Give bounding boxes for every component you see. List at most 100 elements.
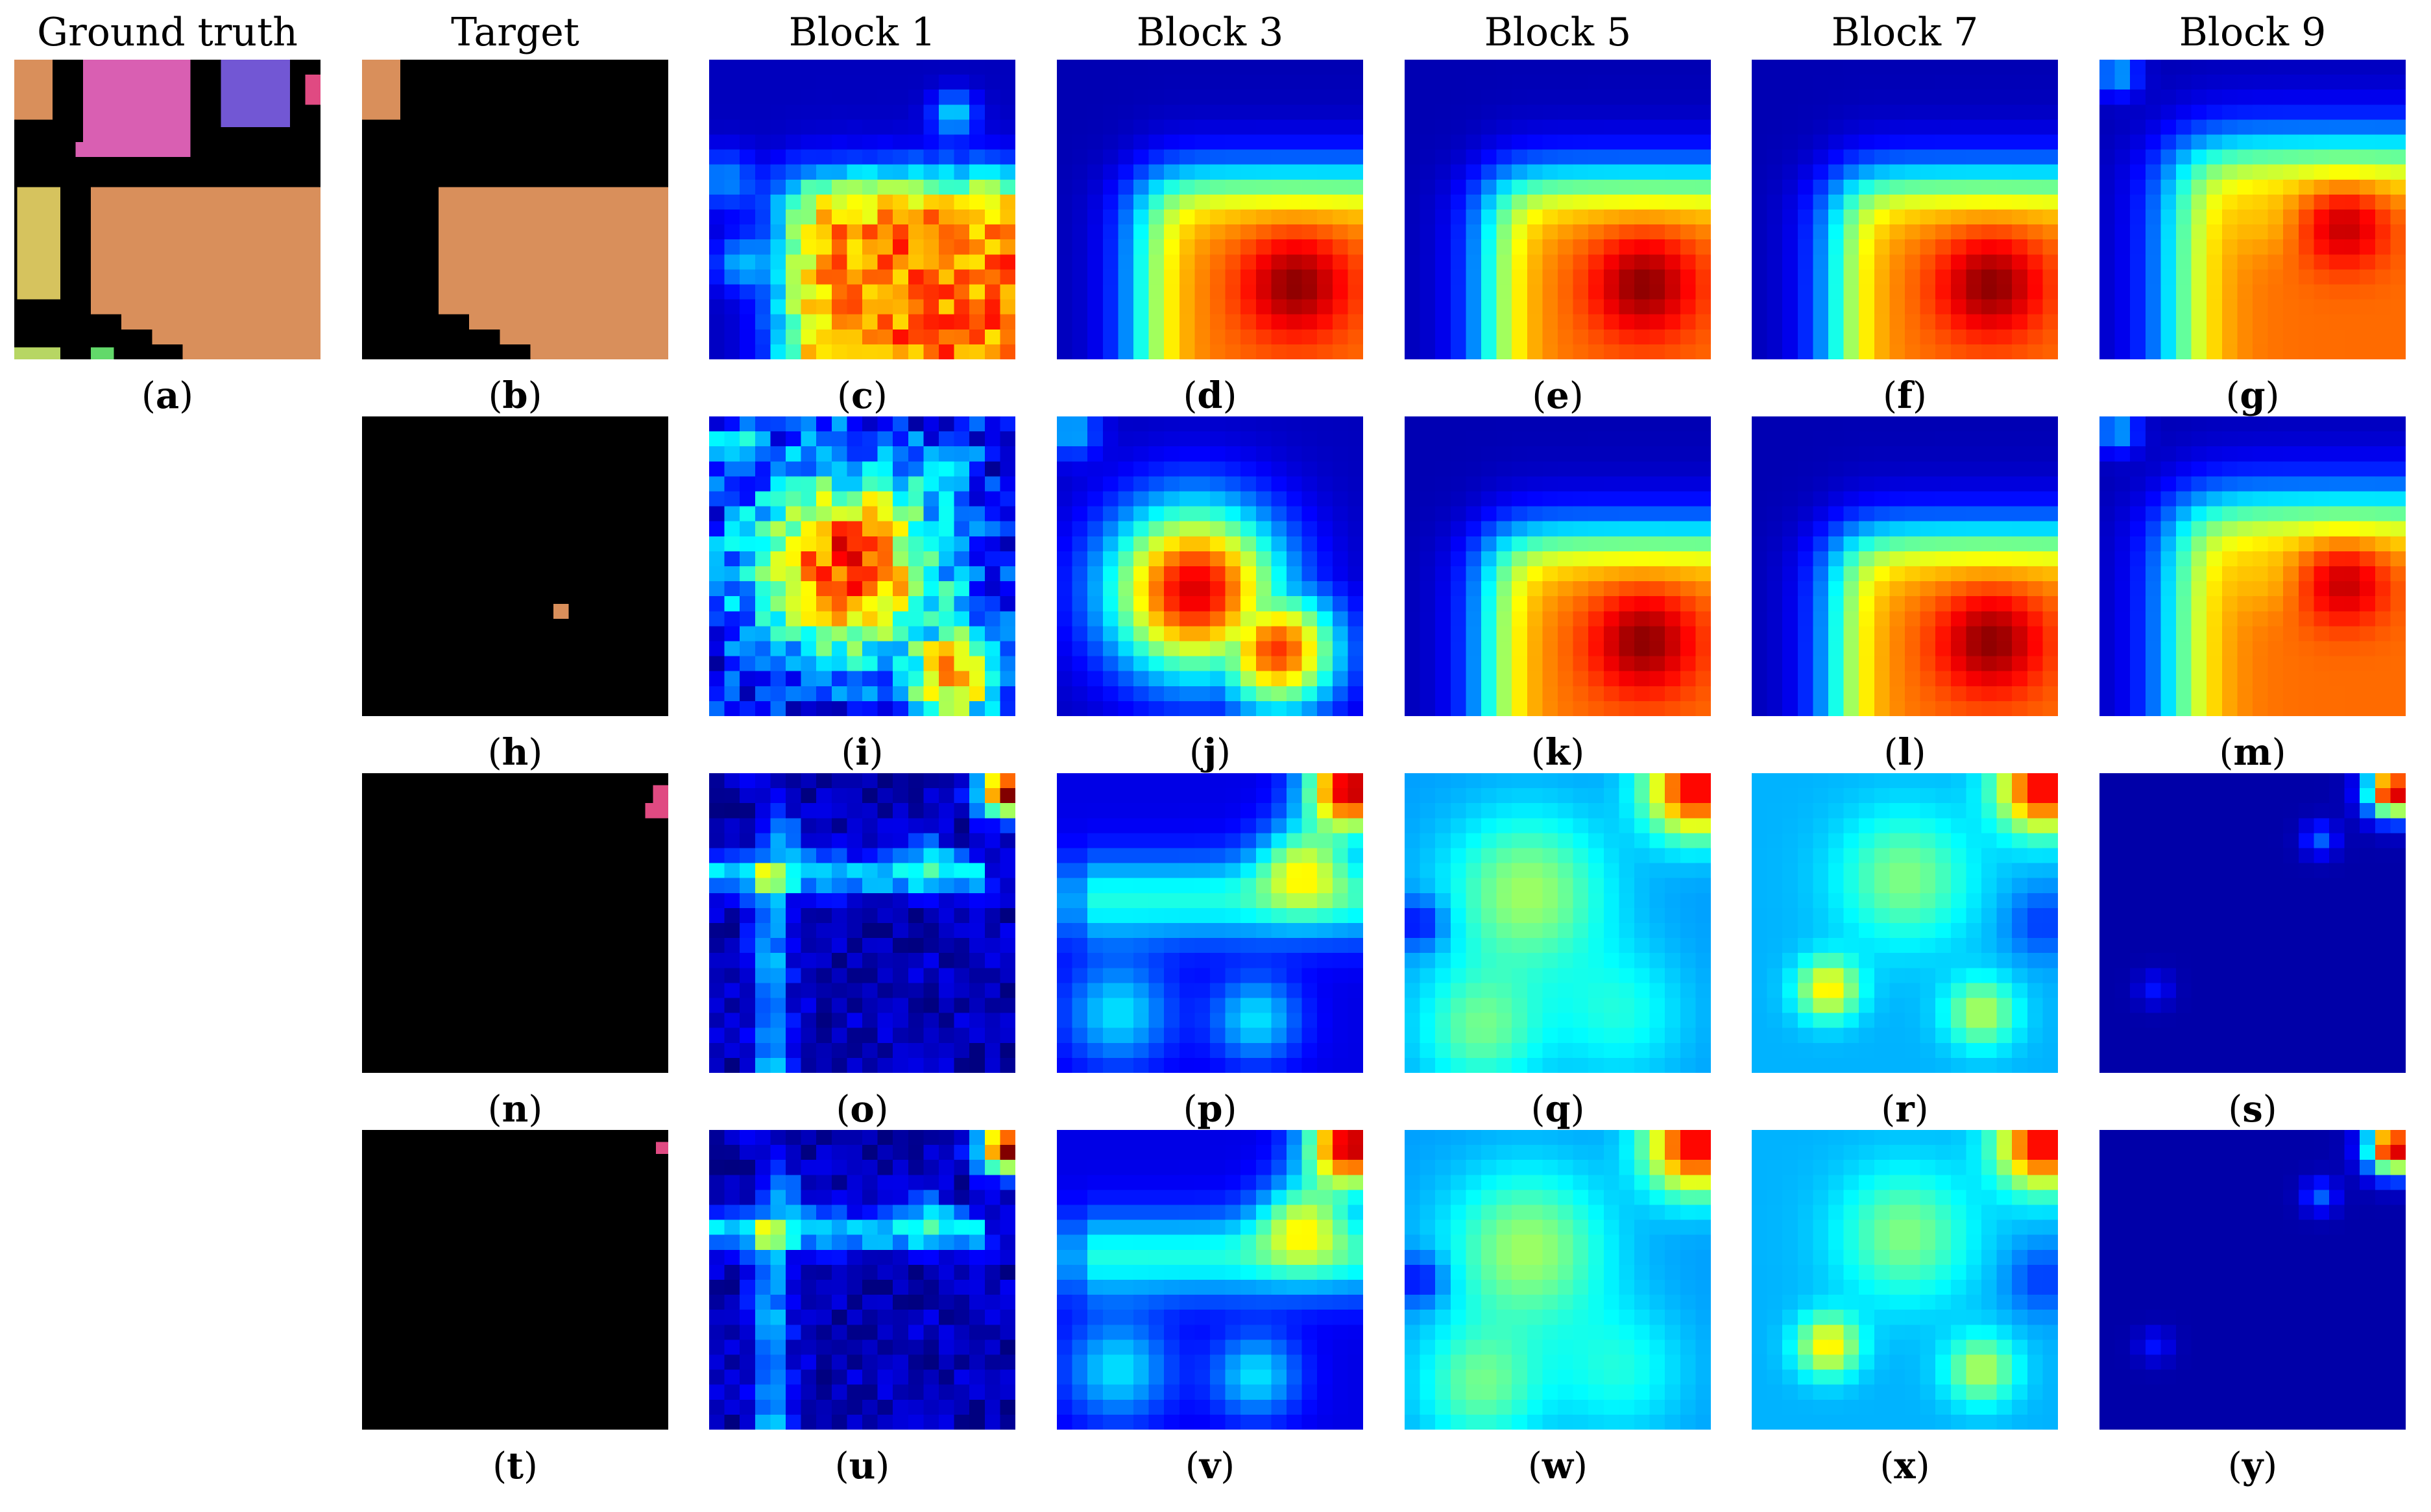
caption-letter: d [1197, 374, 1223, 417]
caption-g: (g) [2225, 374, 2280, 417]
panel-x [1752, 1130, 2058, 1430]
panel-g [2099, 60, 2406, 359]
panel-t [362, 1130, 668, 1430]
caption-d: (d) [1183, 374, 1237, 417]
caption-r: (r) [1881, 1088, 1929, 1131]
caption-l: (l) [1883, 731, 1926, 774]
panel-f [1752, 60, 2058, 359]
panel-k [1405, 416, 1711, 716]
attention-heatmap [2099, 1130, 2406, 1430]
caption-letter: y [2242, 1445, 2264, 1487]
panel-w [1405, 1130, 1711, 1430]
caption-a: (a) [141, 374, 193, 417]
panel-r [1752, 773, 2058, 1073]
caption-j: (j) [1189, 731, 1231, 774]
attention-heatmap [1405, 416, 1711, 716]
caption-letter: n [502, 1088, 529, 1131]
panel-q [1405, 773, 1711, 1073]
caption-letter: k [1545, 731, 1571, 774]
attention-heatmap [1405, 773, 1711, 1073]
segmentation-mask [362, 416, 668, 716]
panel-e [1405, 60, 1711, 359]
caption-i: (i) [841, 731, 884, 774]
panel-c [709, 60, 1015, 359]
panel-j [1057, 416, 1363, 716]
caption-letter: l [1898, 731, 1912, 774]
caption-p: (p) [1183, 1088, 1237, 1131]
caption-letter: p [1197, 1088, 1223, 1131]
caption-letter: f [1896, 374, 1913, 417]
caption-n: (n) [487, 1088, 543, 1131]
caption-letter: u [849, 1445, 876, 1487]
panel-m [2099, 416, 2406, 716]
caption-letter: j [1203, 731, 1217, 774]
caption-letter: h [502, 731, 529, 774]
caption-letter: x [1894, 1445, 1916, 1487]
panel-d [1057, 60, 1363, 359]
panel-v [1057, 1130, 1363, 1430]
segmentation-mask [362, 60, 668, 359]
caption-x: (x) [1880, 1445, 1930, 1487]
attention-heatmap [1752, 416, 2058, 716]
attention-heatmap [2099, 60, 2406, 359]
caption-letter: b [502, 374, 528, 417]
attention-heatmap [709, 60, 1015, 359]
caption-letter: c [851, 374, 874, 417]
caption-w: (w) [1528, 1445, 1588, 1487]
attention-heatmap [709, 416, 1015, 716]
attention-heatmap [709, 773, 1015, 1073]
attention-heatmap [1752, 1130, 2058, 1430]
segmentation-mask [362, 1130, 668, 1430]
panel-a [14, 60, 321, 359]
caption-u: (u) [834, 1445, 890, 1487]
panel-u [709, 1130, 1015, 1430]
attention-heatmap [1752, 60, 2058, 359]
caption-y: (y) [2227, 1445, 2278, 1487]
caption-k: (k) [1530, 731, 1585, 774]
caption-letter: s [2242, 1088, 2263, 1131]
segmentation-mask [14, 60, 321, 359]
caption-letter: i [855, 731, 869, 774]
column-header-4: Block 5 [1484, 10, 1632, 55]
panel-p [1057, 773, 1363, 1073]
attention-heatmap [1405, 1130, 1711, 1430]
caption-letter: w [1542, 1445, 1574, 1487]
column-header-0: Ground truth [37, 10, 298, 55]
caption-letter: q [1545, 1088, 1571, 1131]
panel-i [709, 416, 1015, 716]
panel-y [2099, 1130, 2406, 1430]
attention-heatmap [1057, 416, 1363, 716]
attention-heatmap [709, 1130, 1015, 1430]
column-header-6: Block 9 [2179, 10, 2327, 55]
caption-h: (h) [487, 731, 543, 774]
caption-letter: e [1546, 374, 1569, 417]
attention-heatmap [1057, 773, 1363, 1073]
caption-letter: g [2240, 374, 2266, 417]
caption-b: (b) [488, 374, 542, 417]
caption-o: (o) [836, 1088, 889, 1131]
caption-s: (s) [2228, 1088, 2277, 1131]
column-header-5: Block 7 [1831, 10, 1979, 55]
caption-letter: o [850, 1088, 875, 1131]
attention-heatmap [2099, 773, 2406, 1073]
caption-letter: t [507, 1445, 524, 1487]
caption-letter: r [1895, 1088, 1915, 1131]
panel-h [362, 416, 668, 716]
caption-c: (c) [837, 374, 888, 417]
caption-q: (q) [1530, 1088, 1585, 1131]
caption-letter: m [2233, 731, 2272, 774]
caption-e: (e) [1532, 374, 1584, 417]
segmentation-mask [362, 773, 668, 1073]
caption-f: (f) [1883, 374, 1927, 417]
caption-letter: a [155, 374, 180, 417]
panel-s [2099, 773, 2406, 1073]
panel-b [362, 60, 668, 359]
caption-t: (t) [492, 1445, 538, 1487]
caption-m: (m) [2219, 731, 2286, 774]
attention-heatmap [1752, 773, 2058, 1073]
caption-letter: v [1199, 1445, 1221, 1487]
caption-v: (v) [1185, 1445, 1235, 1487]
panel-o [709, 773, 1015, 1073]
column-header-1: Target [451, 10, 579, 55]
panel-n [362, 773, 668, 1073]
